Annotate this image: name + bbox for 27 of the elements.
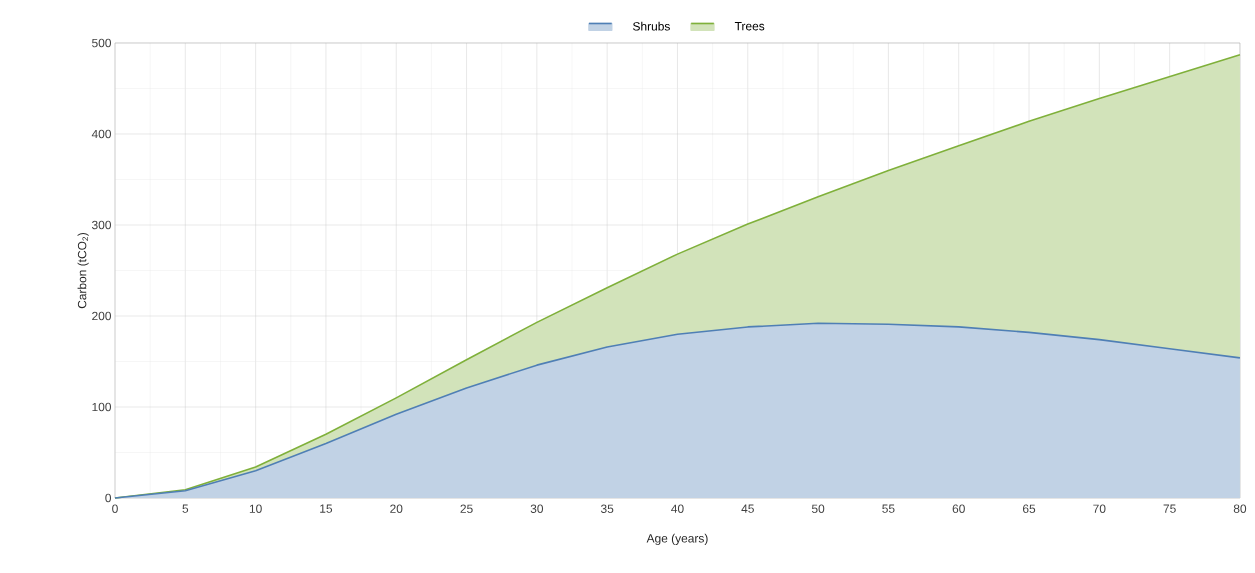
x-tick-label: 10 <box>249 504 262 513</box>
x-tick-label: 75 <box>1163 504 1176 513</box>
x-tick-label: 80 <box>1233 504 1247 513</box>
x-tick-label: 70 <box>1093 504 1106 513</box>
x-tick-label: 30 <box>530 504 544 513</box>
x-tick-label: 60 <box>952 504 965 513</box>
x-tick-label: 50 <box>811 504 825 513</box>
y-tick-label: 400 <box>91 129 112 139</box>
legend-label: Shrubs <box>633 21 670 31</box>
x-tick-label: 45 <box>741 504 754 513</box>
y-tick-label: 0 <box>105 493 112 503</box>
x-tick-label: 55 <box>882 504 895 513</box>
x-tick-label: 25 <box>460 504 473 513</box>
x-tick-label: 0 <box>112 504 118 513</box>
x-tick-label: 35 <box>600 504 614 513</box>
x-tick-label: 5 <box>182 504 189 513</box>
y-tick-label: 300 <box>91 220 112 230</box>
x-tick-label: 65 <box>1022 504 1036 513</box>
y-axis-title: Carbon (tCO$_{2}$) <box>77 232 89 309</box>
x-tick-label: 20 <box>390 504 403 513</box>
x-axis-title: Age (years) <box>646 533 708 545</box>
legend-label: Trees <box>734 22 765 31</box>
x-tick-label: 40 <box>671 504 684 513</box>
y-tick-label: 100 <box>92 402 112 412</box>
y-tick-label: 200 <box>92 311 112 321</box>
y-tick-label: 500 <box>92 38 112 48</box>
x-tick-label: 15 <box>320 504 333 513</box>
